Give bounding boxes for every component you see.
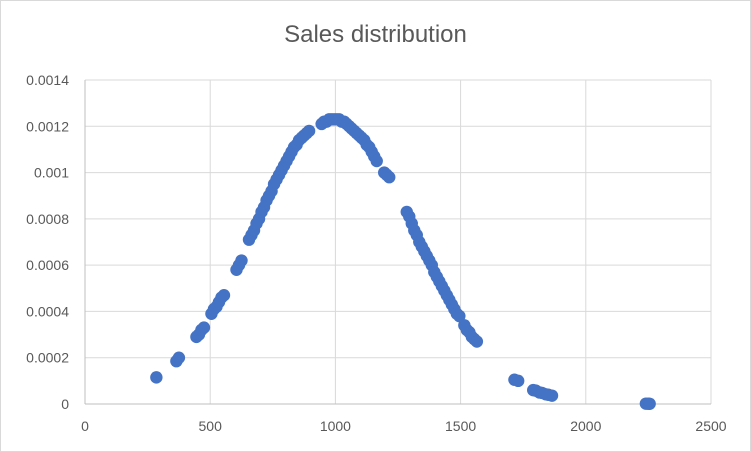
data-point	[383, 171, 396, 184]
y-tick-label: 0.001	[34, 165, 69, 181]
y-tick-label: 0.0014	[26, 72, 69, 88]
data-point	[197, 321, 211, 334]
gridlines	[85, 79, 712, 404]
y-tick-label: 0.0006	[26, 257, 69, 273]
y-tick-label: 0.0002	[26, 350, 69, 366]
x-tick-label: 2500	[695, 418, 726, 434]
tick-labels: 0 500 1000 1500 2000 2500 0 0.0002 0.0004 0.0006 0…	[26, 72, 727, 434]
data-point	[370, 154, 383, 168]
data-point	[150, 371, 163, 384]
x-tick-label: 1500	[445, 418, 476, 434]
x-tick-label: 500	[199, 418, 223, 434]
data-point	[453, 309, 466, 323]
data-point	[302, 124, 316, 138]
data-point	[545, 389, 559, 402]
x-tick-label: 0	[81, 418, 89, 434]
x-tick-label: 2000	[570, 418, 601, 434]
data-point	[470, 335, 484, 348]
y-tick-label: 0.0004	[26, 303, 69, 319]
axes	[84, 80, 711, 405]
chart-title: Sales distribution	[284, 21, 467, 48]
data-point	[235, 254, 248, 267]
y-tick-label: 0	[61, 396, 69, 412]
data-point	[217, 289, 231, 302]
y-tick-label: 0.0012	[26, 118, 69, 134]
data-point	[172, 351, 186, 364]
x-tick-label: 1000	[320, 418, 351, 434]
data-point	[511, 374, 525, 388]
y-tick-label: 0.0008	[26, 211, 69, 227]
data-point	[643, 397, 656, 410]
data-points	[150, 113, 656, 410]
